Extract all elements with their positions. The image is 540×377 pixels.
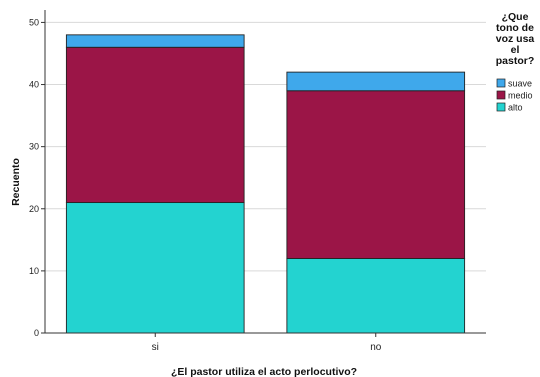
x-tick-label: no [370, 342, 382, 353]
legend-swatch-suave [496, 78, 506, 88]
y-tick-label: 20 [29, 204, 39, 214]
y-ticks: 0 10 20 30 40 50 [29, 17, 45, 338]
y-tick-label: 0 [34, 328, 39, 338]
y-axis-title: Recuento [10, 158, 22, 206]
x-ticks: si no [152, 333, 382, 353]
legend-title-line: tono de [496, 22, 534, 34]
legend-title-line: ¿Que [502, 11, 529, 23]
y-tick-label: 40 [29, 80, 39, 90]
y-tick-label: 10 [29, 266, 39, 276]
bars [65, 34, 466, 334]
bar-segment-medio-no [286, 90, 466, 259]
x-tick-label: si [152, 342, 159, 353]
legend-label-alto: alto [508, 103, 523, 113]
legend-title-line: voz usa [496, 33, 535, 45]
bar-segment-alto-si [65, 202, 245, 334]
legend-title-line: pastor? [496, 55, 535, 67]
legend-swatch-medio [496, 90, 506, 100]
legend-label-suave: suave [508, 79, 532, 89]
bar-segment-medio-si [65, 46, 245, 204]
bar-segment-suave-no [286, 71, 466, 92]
bar-segment-alto-no [286, 258, 466, 334]
y-tick-label: 30 [29, 142, 39, 152]
x-axis-title: ¿El pastor utiliza el acto perlocutivo? [171, 366, 357, 377]
legend-swatch-alto [496, 102, 506, 112]
legend-label-medio: medio [508, 91, 533, 101]
y-tick-label: 50 [29, 17, 39, 27]
legend-title-line: el [511, 44, 520, 56]
axes [44, 10, 486, 334]
bar-segment-suave-si [65, 34, 245, 48]
